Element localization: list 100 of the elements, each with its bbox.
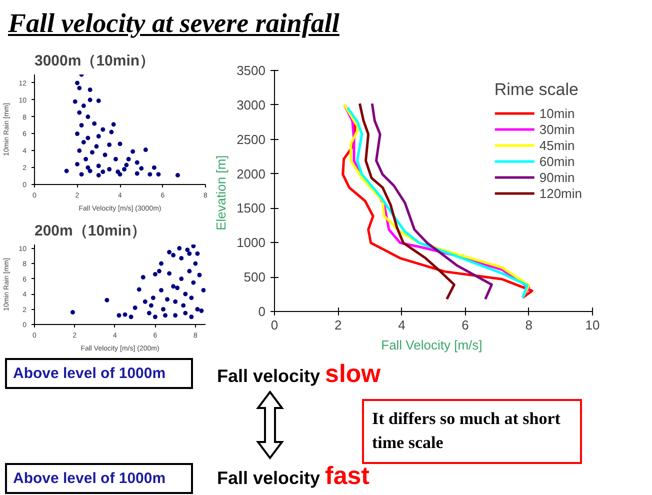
point [191,280,196,285]
point [171,284,176,289]
point [75,131,80,136]
point [104,298,110,302]
point [134,160,140,165]
point [173,299,178,304]
x-tick-label: 10 [585,318,600,332]
point [199,308,204,314]
point [92,121,97,126]
point [64,168,69,174]
point [77,86,82,90]
x-tick-label: 6 [462,318,469,332]
point [116,170,120,174]
point [72,99,78,104]
point [88,98,92,102]
point [150,296,156,300]
legend-label: 45min [539,137,575,153]
point [107,167,112,172]
point [161,307,166,312]
point [86,165,90,170]
point [173,313,178,318]
point [201,288,206,292]
point [128,314,134,320]
point [96,172,101,178]
point [191,244,196,248]
text: Above level of 1000m [5,463,193,494]
legend-label: 30min [539,121,575,137]
chart-title: Fall velocity at severe rainfall [7,7,340,40]
point [96,164,101,168]
point [90,150,94,155]
point [163,313,168,318]
point [113,156,118,162]
point [189,296,194,300]
chart-title: 200m（10min） [34,222,146,240]
point [175,172,180,178]
x-tick-label: 2 [334,318,342,332]
point [102,152,108,158]
point [152,165,156,170]
legend-label: 120min [539,185,582,201]
point [193,261,198,266]
point [81,104,86,108]
point [107,142,112,147]
point [156,268,162,274]
text: Fall velocity [217,468,320,488]
point [100,170,106,174]
point [156,172,161,177]
point [148,303,154,308]
text: Above level of 1000m [5,358,193,390]
point [175,286,180,290]
point [171,252,176,258]
point [152,272,158,276]
point [183,292,188,296]
point [109,130,114,134]
point [167,271,172,276]
point [148,172,152,177]
point [79,123,84,128]
point [122,167,127,172]
point [152,314,158,320]
point [195,307,200,312]
point [167,250,172,254]
point [130,149,136,154]
point [81,140,86,144]
y-tick-label: 3000 [236,97,266,112]
point [183,310,188,316]
text: slow [325,360,381,388]
y-tick-label: 3500 [236,63,266,78]
point [142,299,148,304]
legend-label: 90min [539,169,575,185]
line-series [370,102,493,300]
point [143,148,148,152]
point [94,144,99,149]
text: It differs so much at short time scale [362,399,582,464]
x-tick-label: 4 [398,318,406,332]
point [84,156,88,162]
point [187,251,192,256]
legend-label: 60min [539,153,575,169]
point [165,297,170,302]
x-axis-title: Fall Velocity [m/s] [381,338,482,352]
legend-title: Rime scale [494,80,580,100]
text: fast [325,462,370,490]
point [132,305,138,310]
point [158,288,164,292]
point [116,313,122,318]
point [96,134,101,139]
point [96,98,101,103]
text: Fall velocity [217,366,320,386]
y-tick-label: 1000 [236,235,266,250]
y-tick-label: 0 [258,304,266,319]
point [86,136,90,140]
point [187,268,192,274]
y-tick-label: 2500 [236,132,266,147]
y-tick-label: 2000 [236,166,266,182]
legend-label: 10min [539,105,575,121]
point [136,287,142,292]
point [100,127,106,132]
x-tick-label: 8 [525,318,533,332]
point [195,251,200,256]
point [79,172,84,177]
point [179,276,184,282]
y-axis-title: Elevation [m] [214,155,229,230]
